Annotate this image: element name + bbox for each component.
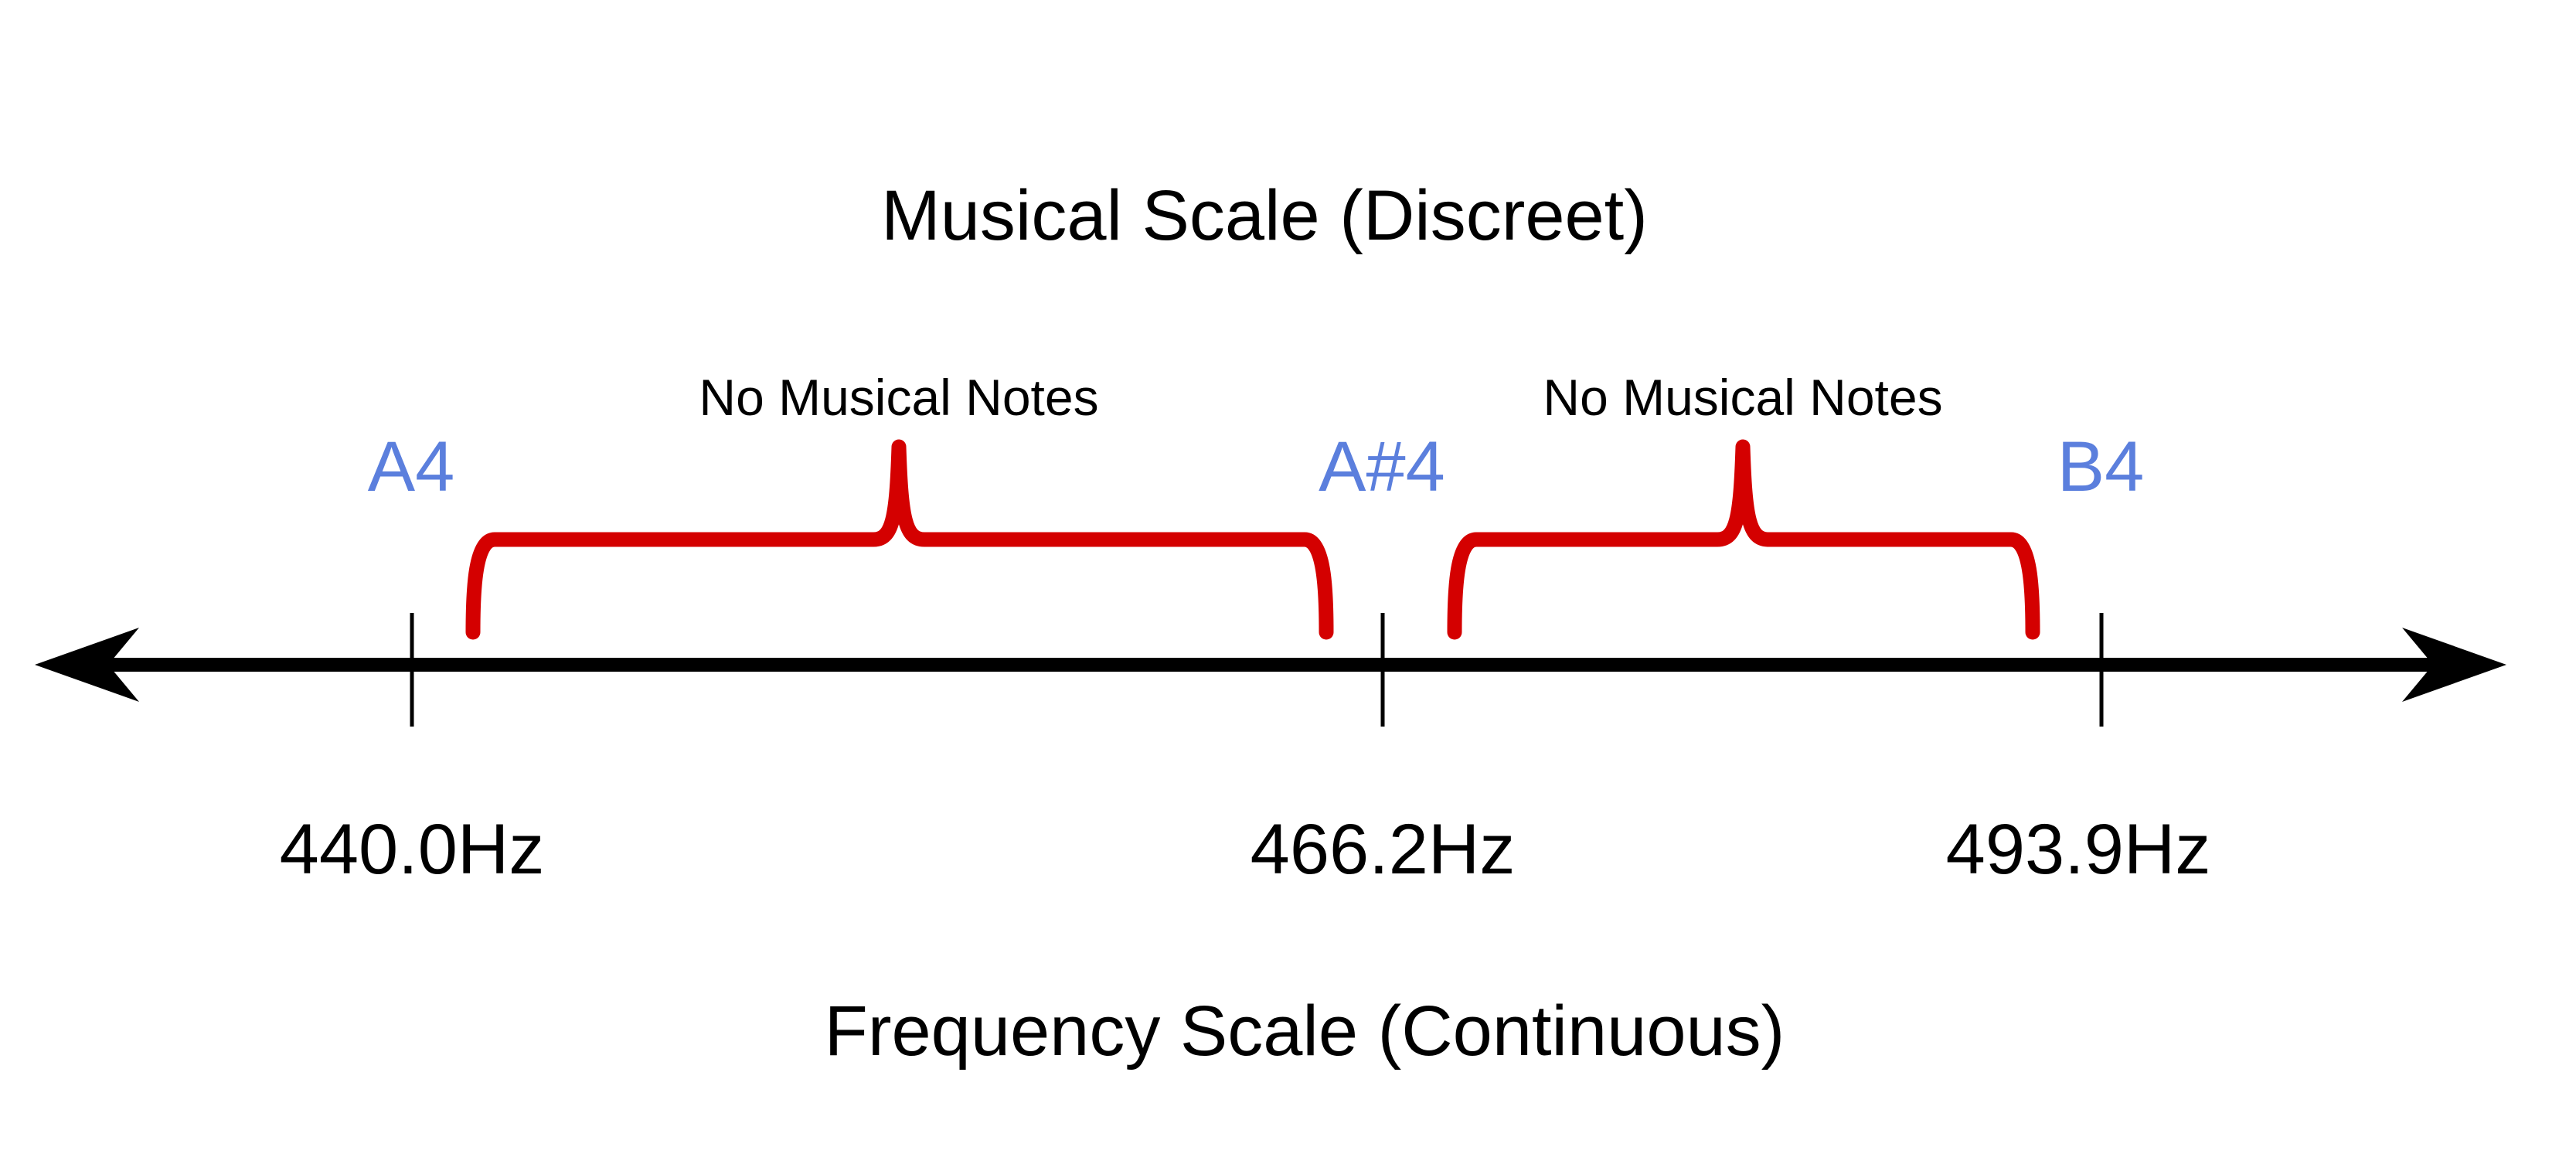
frequency-label-a4: 440.0Hz [280, 810, 545, 889]
axis-left-arrow-icon [35, 628, 139, 702]
note-label-a-sharp-4: A#4 [1319, 427, 1445, 506]
frequency-label-b4: 493.9Hz [1946, 810, 2211, 889]
gap-brace-1 [465, 439, 1334, 640]
gap-label-1: No Musical Notes [699, 369, 1098, 426]
axis-right-arrow-icon [2402, 628, 2506, 702]
frequency-label-a-sharp-4: 466.2Hz [1251, 810, 1516, 889]
musical-scale-title: Musical Scale (Discreet) [881, 176, 1648, 255]
gap-brace-2 [1447, 439, 2040, 640]
note-label-a4: A4 [368, 427, 455, 506]
gap-label-2: No Musical Notes [1543, 369, 1942, 426]
frequency-scale-title: Frequency Scale (Continuous) [825, 992, 1785, 1071]
note-label-b4: B4 [2057, 427, 2145, 506]
